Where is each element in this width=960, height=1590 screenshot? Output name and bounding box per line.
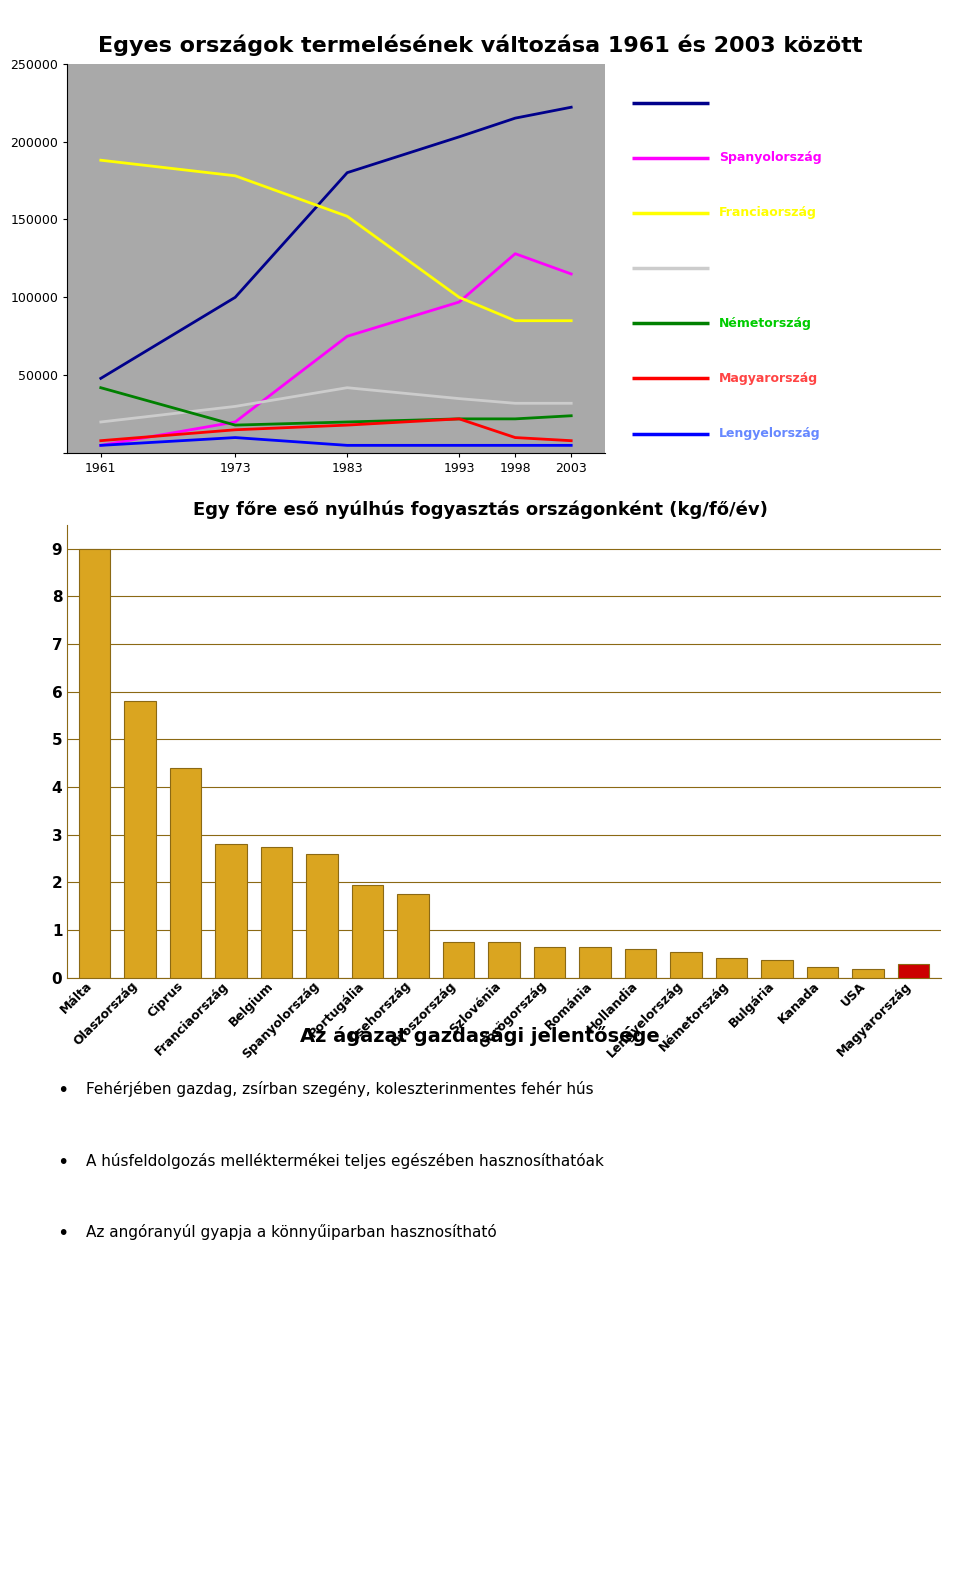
Bar [260, 847, 293, 978]
Bar [579, 948, 611, 978]
Text: Franciaország: Franciaország [719, 207, 817, 219]
Bar [397, 894, 429, 978]
Bar [215, 844, 247, 978]
Bar [351, 884, 383, 978]
Bar [806, 967, 838, 978]
Bar [534, 948, 565, 978]
Text: •: • [58, 1081, 69, 1100]
Bar [124, 701, 156, 978]
Text: Egy főre eső nyúlhús fogyasztás országonként (kg/fő/év): Egy főre eső nyúlhús fogyasztás országon… [193, 501, 767, 520]
Text: Az angóranyúl gyapja a könnyűiparban hasznosítható: Az angóranyúl gyapja a könnyűiparban has… [86, 1224, 497, 1240]
Bar [715, 957, 748, 978]
Text: Lengyelország: Lengyelország [719, 428, 821, 440]
Bar [306, 854, 338, 978]
Text: Az ágazat gazdasági jelentősége: Az ágazat gazdasági jelentősége [300, 1026, 660, 1046]
Text: A húsfeldolgozás melléktermékei teljes egészében hasznosíthatóak: A húsfeldolgozás melléktermékei teljes e… [86, 1153, 604, 1169]
Bar [170, 768, 202, 978]
Text: Spanyolország: Spanyolország [719, 151, 822, 164]
Bar [852, 970, 884, 978]
Text: •: • [58, 1224, 69, 1243]
Text: Németország: Németország [719, 316, 812, 329]
Bar [625, 949, 657, 978]
Text: Egyes országok termelésének változása 1961 és 2003 között: Egyes országok termelésének változása 19… [98, 35, 862, 57]
Bar [488, 941, 520, 978]
Bar [443, 941, 474, 978]
Bar [79, 549, 110, 978]
Bar [761, 960, 793, 978]
Bar [670, 951, 702, 978]
Text: Fehérjében gazdag, zsírban szegény, koleszterinmentes fehér hús: Fehérjében gazdag, zsírban szegény, kole… [86, 1081, 594, 1097]
Bar [898, 964, 929, 978]
Text: •: • [58, 1153, 69, 1172]
Text: Csehszlovákia: Csehszlovákia [719, 262, 818, 275]
Text: Magyarország: Magyarország [719, 372, 818, 385]
Text: Olaszország: Olaszország [719, 95, 804, 110]
